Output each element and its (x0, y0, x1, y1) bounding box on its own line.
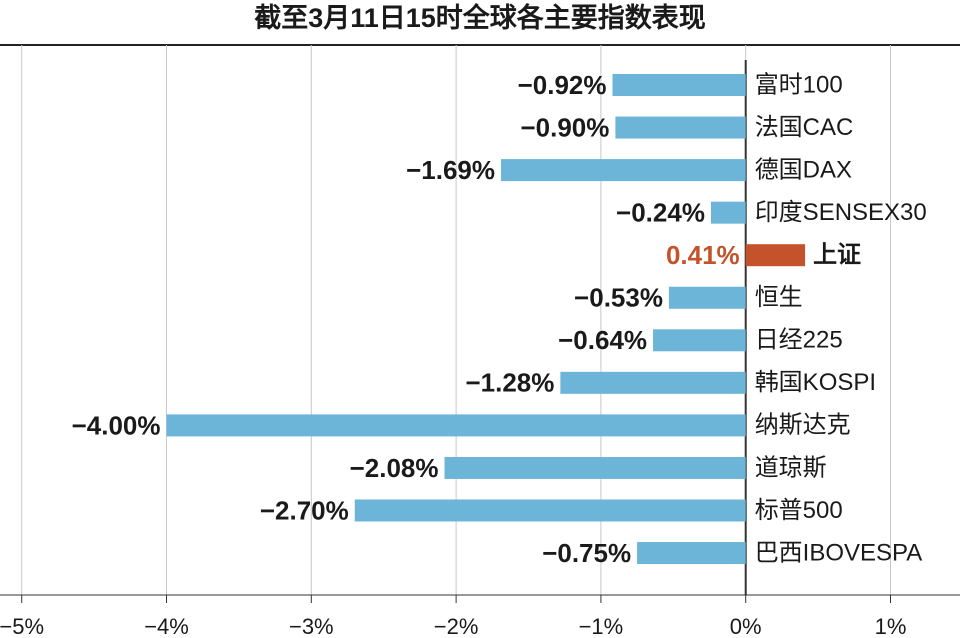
bar (637, 542, 746, 565)
bar (615, 116, 746, 139)
bar (354, 499, 746, 522)
bar (560, 371, 746, 394)
x-tick-label: −4% (144, 614, 189, 638)
bar (166, 414, 746, 437)
category-label: 纳斯达克 (755, 412, 851, 439)
x-tick-label: 1% (875, 614, 907, 638)
category-label: 德国DAX (755, 156, 852, 183)
value-label: −0.53% (574, 283, 663, 313)
category-label: 日经225 (755, 327, 843, 354)
bar (745, 244, 806, 267)
category-label: 恒生 (755, 284, 803, 311)
category-label: 上证 (813, 242, 861, 269)
x-tick-label: −5% (0, 614, 44, 638)
bar (710, 201, 746, 224)
bar (612, 74, 746, 96)
x-tick-label: 0% (730, 614, 762, 638)
bar (668, 286, 746, 309)
value-label: −2.08% (350, 453, 439, 483)
x-tick-label: −1% (579, 614, 624, 638)
category-label: 道琼斯 (755, 454, 827, 481)
value-label: −0.92% (518, 70, 607, 100)
value-label: −1.69% (406, 155, 495, 185)
category-label: 巴西IBOVESPA (755, 539, 923, 566)
value-label: −0.75% (542, 538, 631, 568)
category-label: 富时100 (755, 71, 843, 98)
chart-title: 截至3月11日15时全球各主要指数表现 (254, 2, 706, 33)
x-tick-label: −3% (289, 614, 334, 638)
value-label: −1.28% (465, 368, 554, 398)
value-label: −0.64% (558, 325, 647, 355)
value-label: 0.41% (666, 240, 740, 270)
bar (444, 456, 746, 479)
value-label: −0.90% (520, 112, 609, 142)
category-label: 印度SENSEX30 (755, 199, 927, 226)
bar (500, 159, 746, 182)
category-label: 韩国KOSPI (755, 369, 876, 396)
value-label: −0.24% (616, 198, 705, 228)
bar (653, 329, 746, 352)
x-tick-label: −2% (434, 614, 479, 638)
category-label: 标普500 (755, 497, 843, 524)
value-label: −2.70% (260, 495, 349, 525)
category-label: 法国CAC (755, 114, 854, 141)
value-label: −4.00% (72, 410, 161, 440)
